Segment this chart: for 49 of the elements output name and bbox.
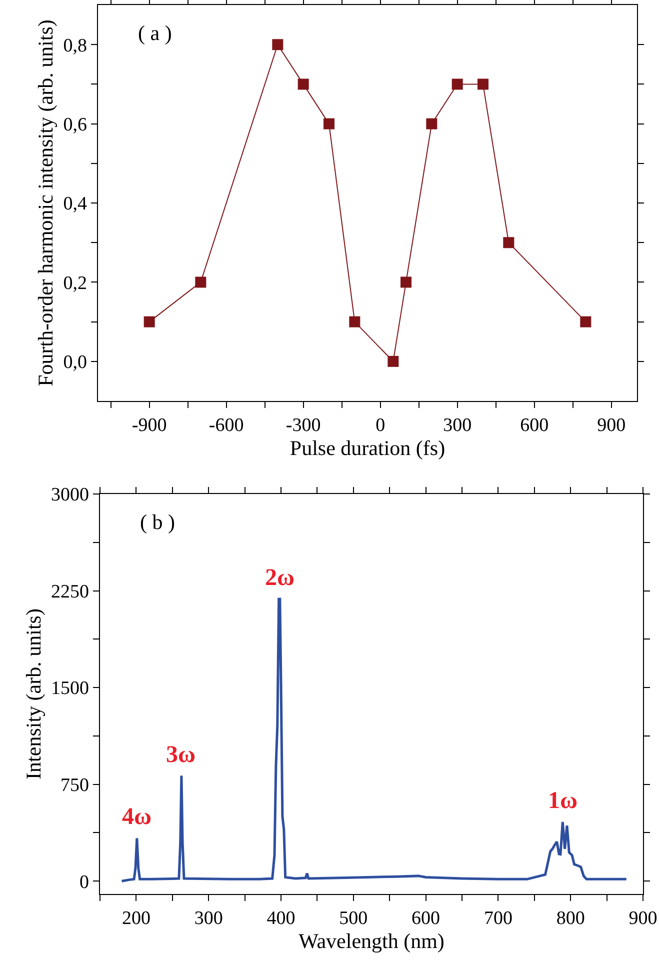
y-axis-title: Fourth-order harmonic intensity (arb. units) (34, 20, 58, 386)
point (452, 78, 463, 90)
x-tick-label: 700 (484, 908, 512, 929)
y-tick-label: 0,0 (63, 352, 87, 374)
x-tick-label: 300 (194, 908, 223, 929)
y-tick-label: 2250 (51, 581, 89, 602)
point (478, 78, 488, 90)
y-axis-title: Intensity (arb. units) (21, 608, 46, 780)
annotation: ( a ) (138, 21, 172, 45)
x-axis-title: Wavelength (nm) (298, 929, 444, 953)
x-tick-label: -300 (286, 415, 321, 436)
x-tick-label: 900 (628, 908, 658, 929)
annotation: 1ω (548, 788, 578, 814)
y-tick-label: 0,4 (63, 194, 88, 215)
x-tick-label: 200 (122, 908, 150, 929)
x-tick-label: 800 (556, 908, 585, 929)
x-tick-label: 400 (266, 908, 296, 929)
annotation: ( b ) (140, 510, 175, 534)
point (272, 39, 284, 50)
point (580, 316, 592, 328)
y-tick-label: 0,6 (63, 114, 87, 136)
y-tick-label: 1500 (51, 678, 89, 700)
point (503, 237, 514, 248)
annotation: 3ω (166, 742, 196, 768)
point (298, 78, 309, 90)
x-tick-label: 300 (443, 415, 472, 436)
point (400, 276, 412, 288)
point (388, 356, 399, 367)
point (426, 118, 438, 130)
point (195, 276, 206, 288)
x-tick-label: 600 (520, 415, 549, 436)
x-axis-title: Pulse duration (fs) (290, 436, 446, 460)
point (324, 118, 334, 130)
point (144, 316, 155, 328)
line-series (120, 598, 628, 882)
y-tick-label: 0 (80, 872, 89, 893)
x-tick-label: 600 (412, 908, 440, 929)
point (349, 316, 360, 328)
annotation: 4ω (122, 804, 152, 830)
x-tick-label: 0 (376, 415, 386, 436)
y-tick-label: 0,2 (63, 272, 87, 294)
y-tick-label: 750 (60, 774, 89, 796)
x-tick-label: -900 (132, 415, 167, 436)
x-tick-label: 900 (597, 415, 626, 436)
x-tick-label: -600 (208, 415, 244, 436)
y-tick-label: 0,8 (63, 35, 87, 56)
annotation: 2ω (265, 565, 295, 591)
y-tick-label: 3000 (51, 484, 89, 506)
x-tick-label: 500 (339, 908, 368, 929)
